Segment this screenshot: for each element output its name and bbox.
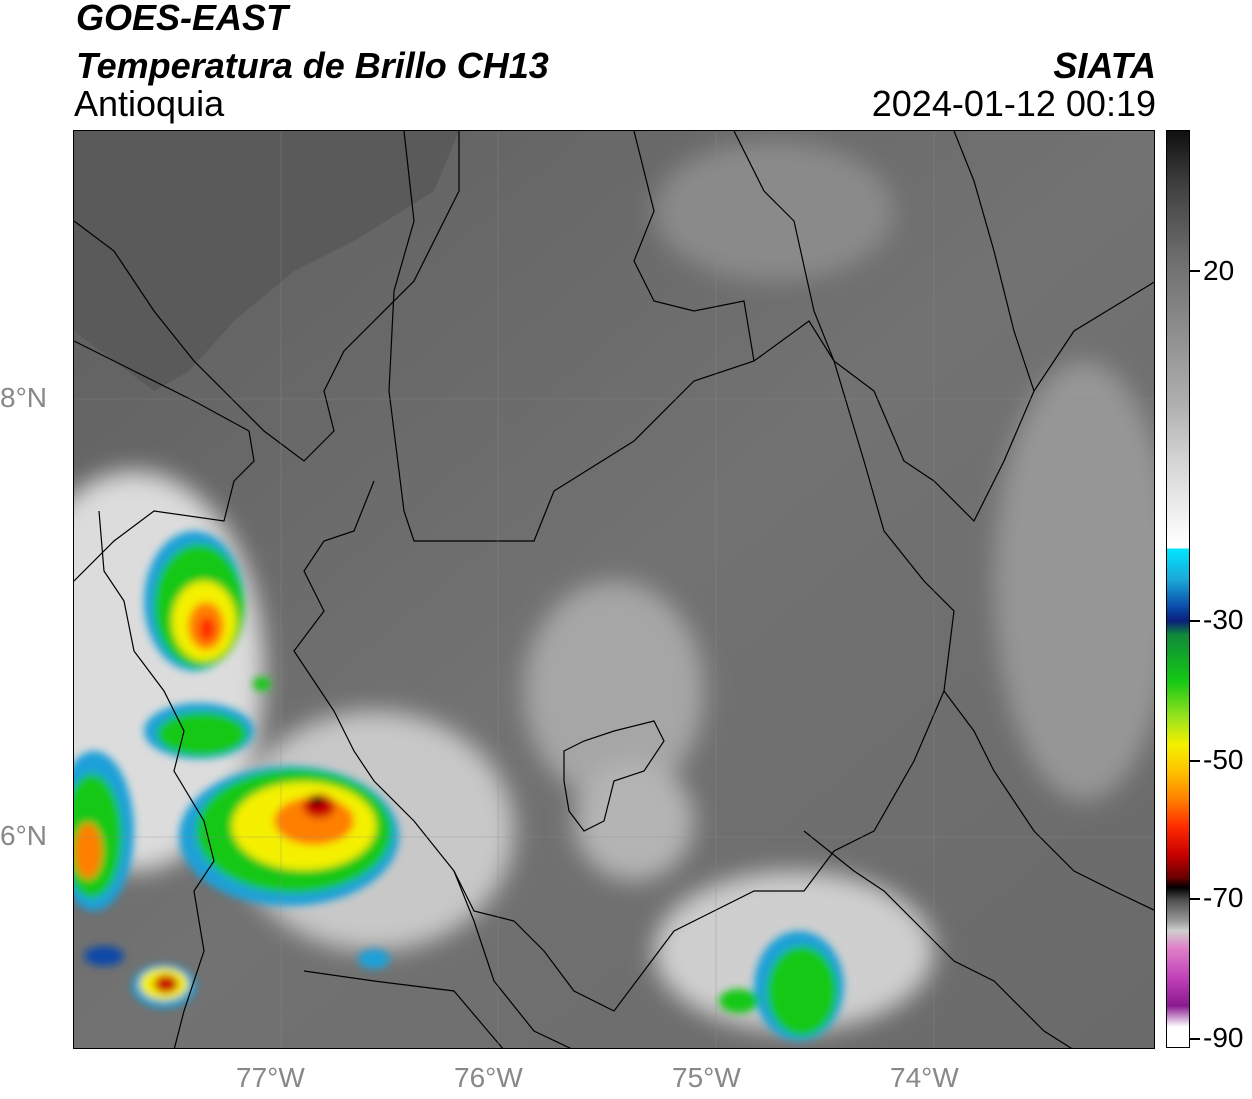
region-border-se	[803, 830, 1072, 1048]
region-border-east	[633, 131, 755, 362]
colorbar-tick-minus30	[1190, 620, 1200, 622]
colorbar-label-20: 20	[1203, 255, 1235, 286]
lon-label-76w: 76°W	[454, 1062, 523, 1093]
lat-label-6n: 6°N	[0, 820, 47, 851]
region-label: Antioquia	[74, 83, 225, 124]
sea-area	[74, 131, 459, 391]
region-border-east-south	[943, 690, 1154, 911]
lon-label-77w: 77°W	[236, 1062, 305, 1093]
antioquia-border	[293, 131, 955, 1012]
storm-cell-d	[74, 751, 134, 911]
colorbar-tick-minus70	[1190, 898, 1200, 900]
storm-cell-a	[144, 531, 244, 671]
temperature-colorbar	[1166, 130, 1190, 1048]
satellite-map[interactable]	[73, 130, 1155, 1049]
satellite-title: GOES-EAST	[76, 0, 289, 38]
region-border-sw	[303, 970, 504, 1048]
product-title: Temperatura de Brillo CH13	[76, 45, 549, 86]
colorbar-label-minus50: -50	[1203, 744, 1244, 775]
region-border-north	[953, 131, 1035, 392]
coastline	[74, 131, 460, 462]
datetime-label: 2024-01-12 00:19	[871, 83, 1156, 124]
graticule	[74, 131, 1154, 1048]
map-canvas	[74, 131, 1154, 1048]
storm-cell-f	[719, 931, 844, 1041]
storm-cells	[74, 531, 844, 1041]
colorbar-label-minus90: -90	[1203, 1022, 1244, 1053]
storm-cell-b	[144, 703, 254, 759]
colorbar-tick-minus90	[1190, 1038, 1200, 1040]
storm-cell-g	[84, 677, 390, 969]
coastline-west	[74, 340, 255, 582]
colorbar-label-minus30: -30	[1203, 604, 1244, 635]
lon-label-74w: 74°W	[890, 1062, 959, 1093]
colorbar-label-minus70: -70	[1203, 882, 1244, 913]
pacific-coast	[98, 510, 215, 1048]
brand-label: SIATA	[1053, 45, 1156, 86]
storm-cell-c	[179, 766, 399, 906]
boundary-lines	[74, 131, 1154, 1048]
colorbar-tick-20	[1190, 270, 1200, 272]
region-border-south	[453, 870, 572, 1048]
colorbar-tick-minus50	[1190, 760, 1200, 762]
lon-label-75w: 75°W	[672, 1062, 741, 1093]
small-enclave	[563, 720, 665, 832]
storm-cell-e	[132, 964, 196, 1008]
lat-label-8n: 8°N	[0, 382, 47, 413]
